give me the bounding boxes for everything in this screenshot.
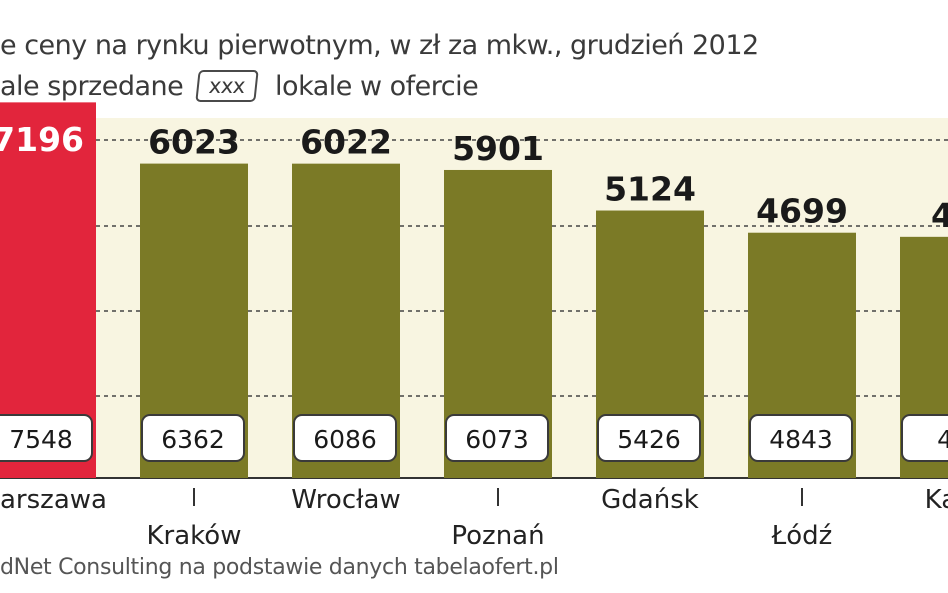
offer-value-label: 47 <box>937 425 948 454</box>
city-label: arszawa <box>0 485 107 515</box>
offer-value-label: 6086 <box>313 425 377 454</box>
offer-value-box <box>0 414 93 462</box>
city-label: Gdańsk <box>601 485 699 515</box>
value-label: 6023 <box>148 123 240 162</box>
bar-group: 46 47 Kato <box>900 196 948 515</box>
value-label: 4699 <box>756 192 848 231</box>
offer-value-box <box>293 414 397 462</box>
value-badge <box>0 118 96 160</box>
legend-row: ale sprzedane xxx lokale w ofercie <box>0 70 479 102</box>
bar-group: 5901 6073 Poznań <box>444 129 552 551</box>
legend-offer-label: lokale w ofercie <box>275 70 479 102</box>
offer-value-box <box>901 414 948 462</box>
offer-value-label: 6073 <box>465 425 529 454</box>
city-label: Poznań <box>451 521 544 551</box>
city-label: Łódź <box>771 521 833 551</box>
offer-value-label: 7548 <box>9 425 73 454</box>
offer-value-label: 4843 <box>769 425 833 454</box>
bar-group: 6023 6362 Kraków <box>140 123 248 551</box>
value-label: 6022 <box>300 123 392 162</box>
legend-sold-label: ale sprzedane <box>0 70 184 102</box>
bar-group: 6022 6086 Wrocław <box>291 123 400 515</box>
offer-value-box <box>141 414 245 462</box>
offer-value-label: 6362 <box>161 425 225 454</box>
value-label: 46 <box>931 196 948 235</box>
bar-group: 4699 4843 Łódź <box>748 192 856 551</box>
city-label: Wrocław <box>291 485 400 515</box>
offer-value-box <box>445 414 549 462</box>
offer-value-box <box>749 414 853 462</box>
city-label: Kato <box>925 485 948 515</box>
offer-value-label: 5426 <box>617 425 681 454</box>
offer-value-box <box>597 414 701 462</box>
bar-group: 7196 7548 arszawa <box>0 102 107 515</box>
chart-title: e ceny na rynku pierwotnym, w zł za mkw.… <box>0 30 759 61</box>
city-label: Kraków <box>147 521 242 551</box>
bar-group: 5124 5426 Gdańsk <box>596 170 704 515</box>
value-label: 7196 <box>0 120 84 159</box>
value-label: 5124 <box>604 170 696 209</box>
source-note: dNet Consulting na podstawie danych tabe… <box>0 555 559 580</box>
value-label: 5901 <box>452 129 544 168</box>
